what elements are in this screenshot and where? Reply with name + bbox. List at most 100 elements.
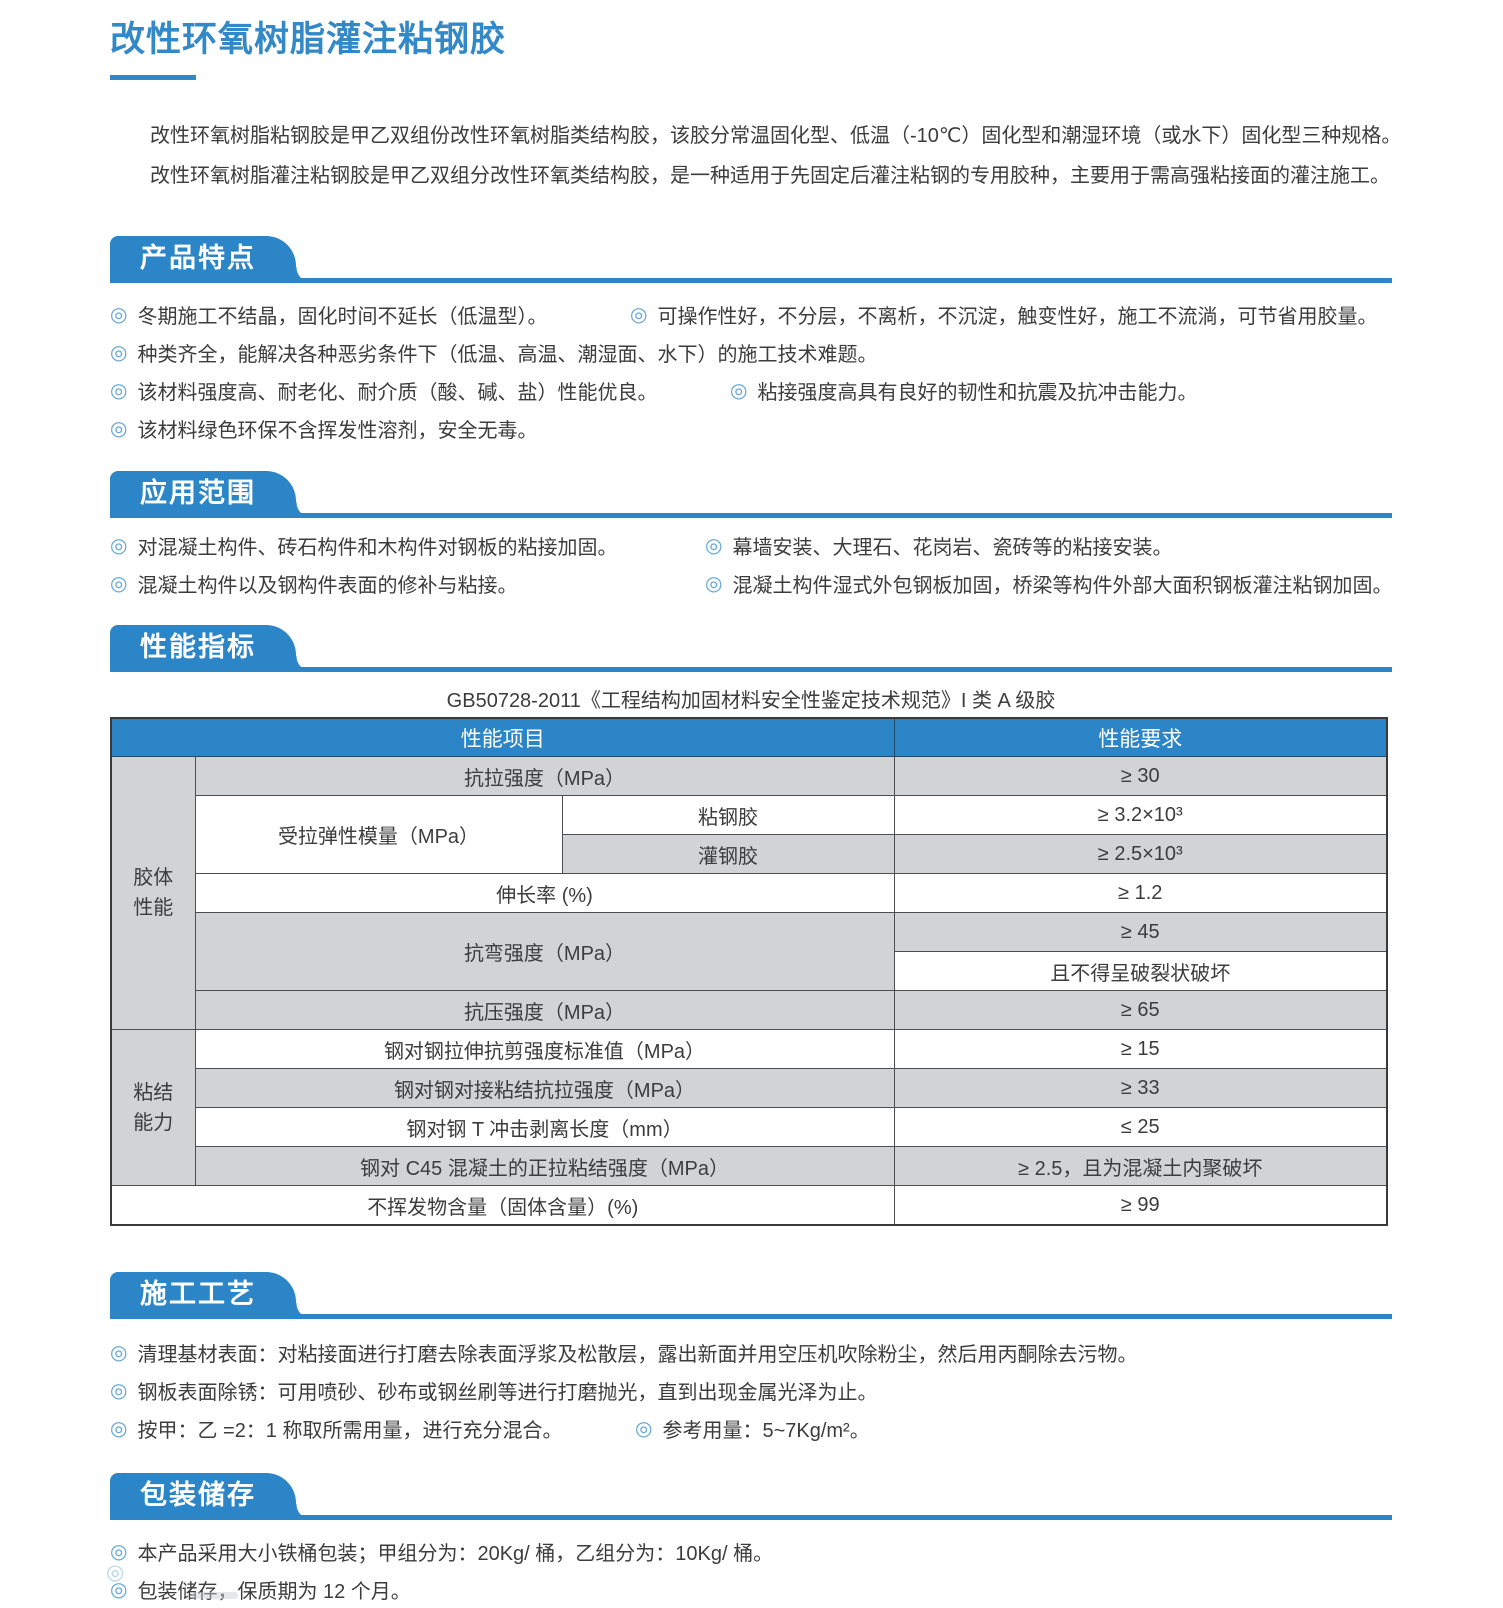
section-tab-label: 性能指标	[140, 632, 256, 662]
spec-value-cell: 且不得呈破裂状破坏	[893, 951, 1388, 991]
table-row: 钢对 C45 混凝土的正拉粘结强度（MPa） ≥ 2.5，且为混凝土内聚破坏	[111, 1146, 1388, 1186]
section-tab: 包装储存	[110, 1473, 312, 1520]
spec-value-cell: ≥ 1.2	[893, 873, 1388, 913]
spec-label-cell: 抗压强度（MPa）	[194, 990, 895, 1030]
partial-bullet-icon: ◎	[106, 1561, 125, 1584]
spec-label-cell: 钢对钢拉伸抗剪强度标准值（MPa）	[194, 1029, 895, 1069]
spec-table: 性能项目 性能要求 胶体性能 抗拉强度（MPa） ≥ 30 受拉弹性模量（MPa…	[110, 717, 1388, 1226]
list-item-text: 参考用量：5~7Kg/m²。	[662, 1419, 870, 1442]
section-tab-label: 施工工艺	[140, 1279, 256, 1309]
list-item: ◎ 清理基材表面：对粘接面进行打磨去除表面浮浆及松散层，露出新面并用空压机吹除粉尘…	[110, 1338, 1392, 1367]
list-item: ◎ 包装储存，保质期为 12 个月。	[110, 1575, 1392, 1604]
section-tab: 性能指标	[110, 625, 312, 672]
list-row: ◎ 清理基材表面：对粘接面进行打磨去除表面浮浆及松散层，露出新面并用空压机吹除粉尘…	[110, 1333, 1392, 1371]
page-content: 改性环氧树脂灌注粘钢胶 改性环氧树脂粘钢胶是甲乙双组份改性环氧树脂类结构胶，该胶…	[110, 0, 1402, 1608]
spec-value-cell: ≥ 99	[893, 1185, 1388, 1226]
section-packaging-header: 包装储存	[110, 1473, 1392, 1520]
table-row: 抗弯强度（MPa） ≥ 45	[111, 912, 1388, 991]
list-row: ◎ 该材料强度高、耐老化、耐介质（酸、碱、盐）性能优良。 ◎ 粘接强度高具有良好的韧…	[110, 371, 1392, 409]
bullseye-icon: ◎	[110, 417, 128, 440]
spec-value-cell: ≥ 33	[893, 1068, 1388, 1108]
section-rule	[110, 278, 1392, 283]
table-header-row: 性能项目 性能要求	[110, 717, 1388, 757]
spec-value-cell: ≥ 30	[893, 756, 1388, 796]
list-item: ◎ 按甲：乙 =2：1 称取所需用量，进行充分混合。	[110, 1414, 635, 1443]
bullseye-icon: ◎	[705, 572, 723, 595]
section-tab: 施工工艺	[110, 1272, 312, 1319]
list-item-text: 可操作性好，不分层，不离析，不沉淀，触变性好，施工不流淌，可节省用胶量。	[657, 305, 1378, 328]
col-header-requirement: 性能要求	[893, 717, 1388, 757]
list-row: ◎ 该材料绿色环保不含挥发性溶剂，安全无毒。	[110, 409, 1392, 447]
section-applications-header: 应用范围	[110, 471, 1392, 518]
spec-sub-cell: 粘钢胶	[561, 795, 895, 835]
process-list: ◎ 清理基材表面：对粘接面进行打磨去除表面浮浆及松散层，露出新面并用空压机吹除粉尘…	[110, 1333, 1392, 1447]
section-process-header: 施工工艺	[110, 1272, 1392, 1319]
table-row: 钢对钢 T 冲击剥离长度（mm） ≤ 25	[111, 1107, 1388, 1147]
group-label-line: 粘结	[133, 1081, 174, 1104]
list-item-text: 该材料强度高、耐老化、耐介质（酸、碱、盐）性能优良。	[137, 381, 658, 404]
spec-value-cell: ≥ 45	[893, 912, 1388, 952]
spec-label-cell: 钢对 C45 混凝土的正拉粘结强度（MPa）	[194, 1146, 895, 1186]
table-row: 不挥发物含量（固体含量）(%) ≥ 99	[110, 1185, 1388, 1226]
spec-value-cell: ≥ 15	[893, 1029, 1388, 1069]
table-row: 胶体性能 抗拉强度（MPa） ≥ 30	[110, 756, 1388, 1030]
bullseye-icon: ◎	[110, 534, 128, 557]
bullseye-icon: ◎	[110, 1379, 128, 1402]
bullseye-icon: ◎	[110, 303, 128, 326]
list-item: ◎ 可操作性好，不分层，不离析，不沉淀，触变性好，施工不流淌，可节省用胶量。	[630, 300, 1392, 329]
spec-sub-cell: 灌钢胶	[561, 834, 895, 874]
list-item: ◎ 种类齐全，能解决各种恶劣条件下（低温、高温、潮湿面、水下）的施工技术难题。	[110, 338, 1392, 367]
section-tab-label: 产品特点	[140, 243, 256, 273]
spec-label-cell: 伸长率 (%)	[194, 873, 895, 913]
col-header-item: 性能项目	[110, 717, 895, 757]
spec-label-cell: 受拉弹性模量（MPa）	[194, 795, 563, 874]
list-item-text: 本产品采用大小铁桶包装；甲组分为：20Kg/ 桶，乙组分为：10Kg/ 桶。	[137, 1542, 774, 1565]
section-tab-label: 包装储存	[140, 1480, 256, 1510]
packaging-list: ◎ 本产品采用大小铁桶包装；甲组分为：20Kg/ 桶，乙组分为：10Kg/ 桶。 …	[110, 1532, 1392, 1608]
group-label-line: 性能	[133, 897, 174, 919]
list-item-text: 该材料绿色环保不含挥发性溶剂，安全无毒。	[137, 419, 538, 442]
group-label-line: 胶体	[133, 867, 174, 889]
section-rule	[110, 1314, 1392, 1319]
intro-paragraph-1: 改性环氧树脂粘钢胶是甲乙双组份改性环氧树脂类结构胶，该胶分常温固化型、低温（-1…	[150, 125, 1402, 147]
table-row: 粘结 能力 钢对钢拉伸抗剪强度标准值（MPa） ≥ 15	[110, 1029, 1388, 1186]
bullseye-icon: ◎	[630, 303, 648, 326]
list-item: ◎ 粘接强度高具有良好的韧性和抗震及抗冲击能力。	[730, 376, 1392, 405]
list-item-text: 冬期施工不结晶，固化时间不延长（低温型）。	[137, 305, 548, 328]
list-item-text: 按甲：乙 =2：1 称取所需用量，进行充分混合。	[137, 1419, 563, 1442]
spec-label-cell: 不挥发物含量（固体含量）(%)	[110, 1185, 895, 1226]
list-item-text: 混凝土构件湿式外包钢板加固，桥梁等构件外部大面积钢板灌注粘钢加固。	[732, 574, 1393, 597]
list-row: ◎ 冬期施工不结晶，固化时间不延长（低温型）。 ◎ 可操作性好，不分层，不离析，不沉…	[110, 295, 1392, 333]
list-item-text: 粘接强度高具有良好的韧性和抗震及抗冲击能力。	[757, 381, 1198, 404]
title-underline	[110, 75, 196, 80]
bullseye-icon: ◎	[110, 341, 128, 364]
list-item-text: 对混凝土构件、砖石构件和木构件对钢板的粘接加固。	[137, 536, 618, 559]
section-tab: 应用范围	[110, 471, 312, 518]
list-row: ◎ 按甲：乙 =2：1 称取所需用量，进行充分混合。 ◎ 参考用量：5~7Kg/m²…	[110, 1409, 1392, 1447]
spec-label-cell: 钢对钢对接粘结抗拉强度（MPa）	[194, 1068, 895, 1108]
list-item-text: 包装储存，保质期为 12 个月。	[137, 1580, 411, 1603]
intro-paragraph-2: 改性环氧树脂灌注粘钢胶是甲乙双组分改性环氧类结构胶，是一种适用于先固定后灌注粘钢…	[150, 165, 1390, 187]
bullseye-icon: ◎	[635, 1417, 653, 1440]
list-item-text: 混凝土构件以及钢构件表面的修补与粘接。	[137, 574, 518, 597]
list-row: ◎ 对混凝土构件、砖石构件和木构件对钢板的粘接加固。 ◎ 幕墙安装、大理石、花岗岩、…	[110, 526, 1392, 564]
page-title: 改性环氧树脂灌注粘钢胶	[110, 20, 507, 59]
bullseye-icon: ◎	[705, 534, 723, 557]
spec-value-cell: ≥ 2.5×10³	[893, 834, 1388, 874]
spec-value-cell: ≤ 25	[893, 1107, 1388, 1147]
list-item: ◎ 混凝土构件以及钢构件表面的修补与粘接。	[110, 569, 705, 598]
list-item: ◎ 混凝土构件湿式外包钢板加固，桥梁等构件外部大面积钢板灌注粘钢加固。	[705, 569, 1392, 598]
table-row: 伸长率 (%) ≥ 1.2	[111, 873, 1388, 913]
group-cell-glue: 胶体 性能	[110, 756, 196, 1030]
list-row: ◎ 钢板表面除锈：可用喷砂、砂布或钢丝刷等进行打磨抛光，直到出现金属光泽为止。	[110, 1371, 1392, 1409]
bullseye-icon: ◎	[110, 1540, 128, 1563]
spec-label-cell: 抗拉强度（MPa）	[194, 756, 895, 796]
bullseye-icon: ◎	[110, 1341, 128, 1364]
bullseye-icon: ◎	[110, 572, 128, 595]
list-item: ◎ 该材料绿色环保不含挥发性溶剂，安全无毒。	[110, 414, 1392, 443]
section-performance-header: 性能指标	[110, 625, 1392, 672]
section-rule	[110, 667, 1392, 672]
list-item: ◎ 幕墙安装、大理石、花岗岩、瓷砖等的粘接安装。	[705, 531, 1392, 560]
list-item-text: 钢板表面除锈：可用喷砂、砂布或钢丝刷等进行打磨抛光，直到出现金属光泽为止。	[137, 1381, 878, 1404]
bullseye-icon: ◎	[110, 1578, 128, 1601]
